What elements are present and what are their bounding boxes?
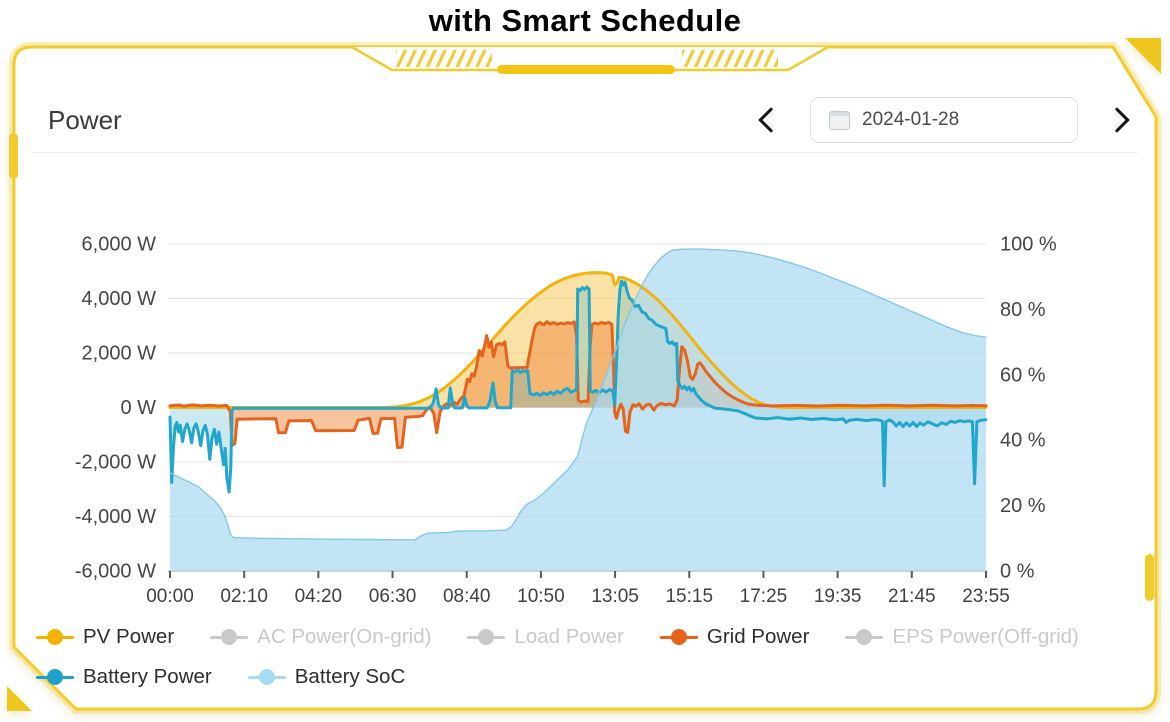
- panel-title: Power: [48, 104, 122, 135]
- date-picker-input[interactable]: 2024-01-28: [810, 97, 1078, 143]
- x-axis-label: 21:45: [888, 586, 936, 607]
- calendar-icon: [829, 110, 850, 130]
- legend-marker-icon: [845, 629, 884, 646]
- chart-legend: PV Power AC Power(On-grid) Load Power Grid …: [36, 617, 1130, 697]
- hazard-stripes-left: [396, 50, 492, 67]
- x-axis-label: 19:35: [814, 586, 862, 607]
- legend-row: PV Power AC Power(On-grid) Load Power Grid …: [36, 617, 1130, 657]
- legend-label: AC Power(On-grid): [257, 625, 432, 648]
- legend-label: EPS Power(Off-grid): [892, 625, 1079, 648]
- y-right-label: 60 %: [1000, 364, 1046, 386]
- legend-row: Battery Power Battery SoC: [36, 657, 1130, 697]
- y-right-label: 0 %: [1000, 561, 1035, 583]
- series-line-battery-soc: [169, 248, 987, 541]
- legend-item-battery-power[interactable]: Battery Power: [36, 665, 212, 689]
- y-left-label: 0 W: [120, 397, 156, 419]
- y-left-label: 6,000 W: [82, 234, 157, 256]
- y-right-label: 100 %: [1000, 234, 1057, 256]
- header-divider: [32, 152, 1138, 153]
- date-value: 2024-01-28: [862, 109, 960, 130]
- x-axis-label: 15:15: [665, 586, 713, 607]
- series-line-grid-power: [168, 320, 988, 450]
- legend-label: Battery Power: [83, 665, 212, 688]
- series-line-battery-power: [168, 279, 988, 494]
- left-accent-bar: [9, 133, 18, 179]
- legend-marker-icon: [247, 669, 286, 686]
- series-fill-battery-soc: [170, 248, 986, 571]
- y-left-label: -6,000 W: [75, 561, 156, 583]
- date-navigation: 2024-01-28: [758, 97, 1130, 143]
- legend-item-pv-power[interactable]: PV Power: [36, 625, 174, 649]
- legend-label: Load Power: [514, 625, 624, 648]
- x-axis-label: 10:50: [517, 586, 565, 607]
- y-left-label: -4,000 W: [75, 506, 156, 528]
- x-axis-label: 00:00: [146, 586, 194, 607]
- y-right-label: 20 %: [1000, 495, 1046, 517]
- x-axis-label: 08:40: [443, 586, 491, 607]
- y-right-label: 40 %: [1000, 430, 1046, 452]
- legend-marker-icon: [659, 629, 698, 646]
- legend-item-eps-power-off-grid[interactable]: EPS Power(Off-grid): [845, 625, 1079, 649]
- legend-label: Battery SoC: [294, 665, 406, 688]
- x-axis-label: 06:30: [369, 586, 417, 607]
- y-left-label: 4,000 W: [82, 288, 157, 310]
- y-left-label: 2,000 W: [82, 343, 157, 365]
- series-line-pv-power: [168, 271, 988, 409]
- legend-label: PV Power: [83, 625, 175, 648]
- legend-marker-icon: [210, 629, 249, 646]
- legend-label: Grid Power: [706, 625, 810, 648]
- panel-header: Power 2024-01-28: [48, 94, 1130, 146]
- corner-triangle-bottom-left: [7, 686, 32, 711]
- y-left-label: -2,000 W: [75, 452, 156, 474]
- top-center-bar: [497, 65, 675, 74]
- legend-marker-icon: [467, 629, 506, 646]
- legend-marker-icon: [36, 669, 74, 686]
- y-right-label: 80 %: [1000, 299, 1046, 321]
- page-title: with Smart Schedule: [428, 3, 742, 38]
- legend-marker-icon: [36, 629, 74, 646]
- legend-item-grid-power[interactable]: Grid Power: [659, 625, 810, 649]
- x-axis-label: 02:10: [220, 586, 268, 607]
- legend-item-load-power[interactable]: Load Power: [467, 625, 624, 649]
- legend-item-ac-power-on-grid[interactable]: AC Power(On-grid): [210, 625, 431, 649]
- series-fill-grid-power: [170, 321, 986, 448]
- x-axis-label: 17:25: [740, 586, 788, 607]
- hazard-stripes-right: [682, 50, 778, 67]
- x-axis-label: 13:05: [591, 586, 639, 607]
- legend-item-battery-soc[interactable]: Battery SoC: [247, 665, 406, 689]
- x-axis-label: 23:55: [962, 586, 1010, 607]
- corner-triangle-top-right: [1125, 38, 1161, 74]
- right-accent-bar: [1145, 554, 1154, 601]
- x-axis-label: 04:20: [295, 586, 343, 607]
